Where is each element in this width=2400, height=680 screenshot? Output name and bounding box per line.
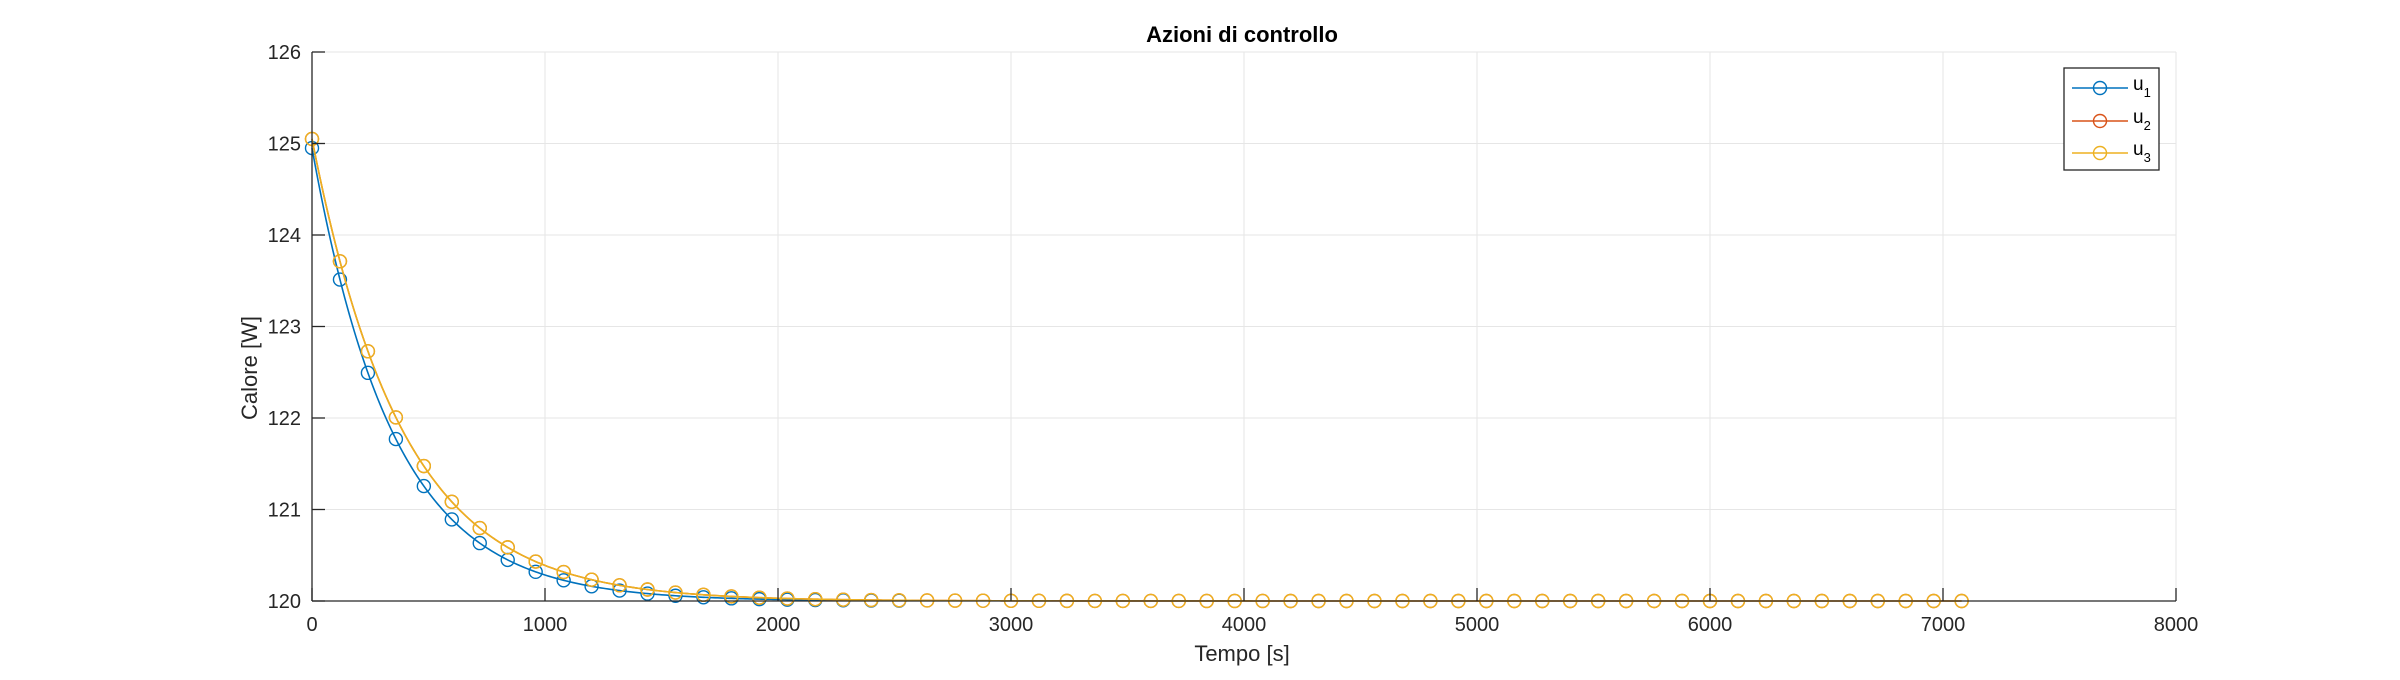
y-tick-label: 124 bbox=[268, 225, 301, 247]
x-tick-label: 0 bbox=[306, 614, 317, 636]
x-tick-label: 2000 bbox=[756, 614, 801, 636]
data-point-u3 bbox=[444, 494, 459, 509]
x-axis-label: Tempo [s] bbox=[1194, 641, 1289, 666]
data-point-u1 bbox=[388, 431, 404, 447]
legend-label-subscript: 3 bbox=[2144, 150, 2151, 165]
data-point-u3 bbox=[500, 540, 515, 555]
legend-marker-u1 bbox=[2092, 80, 2108, 96]
data-point-u3 bbox=[472, 520, 487, 536]
legend-marker-u2 bbox=[2092, 113, 2108, 129]
data-point-u3 bbox=[864, 592, 879, 608]
data-point-u1 bbox=[640, 586, 655, 601]
x-tick-label: 3000 bbox=[989, 614, 1034, 636]
data-point-u1 bbox=[360, 365, 376, 381]
legend-label-u2: u2 bbox=[2133, 107, 2151, 133]
series-line-u3 bbox=[311, 138, 1962, 602]
data-point-u1 bbox=[332, 272, 348, 287]
data-point-u1 bbox=[444, 512, 459, 527]
legend-marker-u3 bbox=[2092, 145, 2108, 161]
data-point-u3 bbox=[780, 591, 795, 606]
data-point-u3 bbox=[752, 590, 767, 605]
data-point-u1 bbox=[612, 583, 627, 598]
legend-label-base: u bbox=[2133, 74, 2144, 95]
y-tick-label: 126 bbox=[268, 42, 301, 64]
grid-layer bbox=[311, 51, 2177, 602]
data-point-u3 bbox=[556, 564, 571, 580]
series-layer bbox=[304, 131, 1969, 609]
x-tick-label: 7000 bbox=[1921, 614, 1966, 636]
data-point-u3 bbox=[891, 593, 907, 608]
series-line-u1 bbox=[311, 147, 900, 602]
x-tick-label: 8000 bbox=[2154, 614, 2199, 636]
data-point-u1 bbox=[556, 573, 571, 588]
y-tick-label: 125 bbox=[268, 134, 301, 156]
legend-label-base: u bbox=[2133, 139, 2144, 160]
y-tick-label: 121 bbox=[268, 500, 301, 522]
legend-item-u2[interactable]: u2 bbox=[2072, 107, 2151, 133]
legend-item-u3[interactable]: u3 bbox=[2072, 139, 2151, 165]
series-line-u2 bbox=[311, 138, 1962, 602]
data-point-u3 bbox=[584, 572, 599, 587]
data-point-u1 bbox=[416, 478, 432, 494]
y-tick-label: 120 bbox=[268, 591, 301, 613]
data-point-u3 bbox=[416, 458, 432, 474]
data-point-u1 bbox=[528, 564, 543, 580]
x-tick-label: 4000 bbox=[1222, 614, 1267, 636]
data-point-u3 bbox=[808, 591, 823, 607]
chart-title: Azioni di controllo bbox=[1146, 22, 1338, 47]
data-point-u3 bbox=[836, 592, 851, 607]
data-point-u3 bbox=[528, 554, 543, 569]
y-axis-label: Calore [W] bbox=[237, 316, 262, 420]
data-point-u3 bbox=[360, 344, 376, 359]
legend-label-u3: u3 bbox=[2133, 139, 2151, 165]
ticks-layer: 0 1000 2000 3000 4000 5000 6000 7000 8000 120 121 1… bbox=[268, 42, 2199, 636]
y-tick-label: 122 bbox=[268, 408, 301, 430]
legend-item-u1[interactable]: u1 bbox=[2072, 74, 2151, 100]
data-point-u3 bbox=[640, 582, 655, 597]
x-tick-label: 1000 bbox=[523, 614, 568, 636]
data-point-u1 bbox=[472, 535, 487, 551]
data-point-u3 bbox=[612, 578, 627, 593]
legend-label-subscript: 1 bbox=[2144, 85, 2151, 100]
y-tick-label: 123 bbox=[268, 317, 301, 339]
legend-label-subscript: 2 bbox=[2144, 118, 2151, 133]
data-point-u3 bbox=[724, 589, 739, 604]
x-tick-label: 6000 bbox=[1688, 614, 1733, 636]
data-point-u1 bbox=[668, 588, 683, 603]
x-tick-label: 5000 bbox=[1455, 614, 1500, 636]
data-point-u3 bbox=[332, 254, 348, 269]
data-point-u3 bbox=[668, 585, 683, 600]
data-point-u3 bbox=[388, 410, 404, 425]
legend-label-u1: u1 bbox=[2133, 74, 2151, 100]
legend-label-base: u bbox=[2133, 107, 2144, 128]
